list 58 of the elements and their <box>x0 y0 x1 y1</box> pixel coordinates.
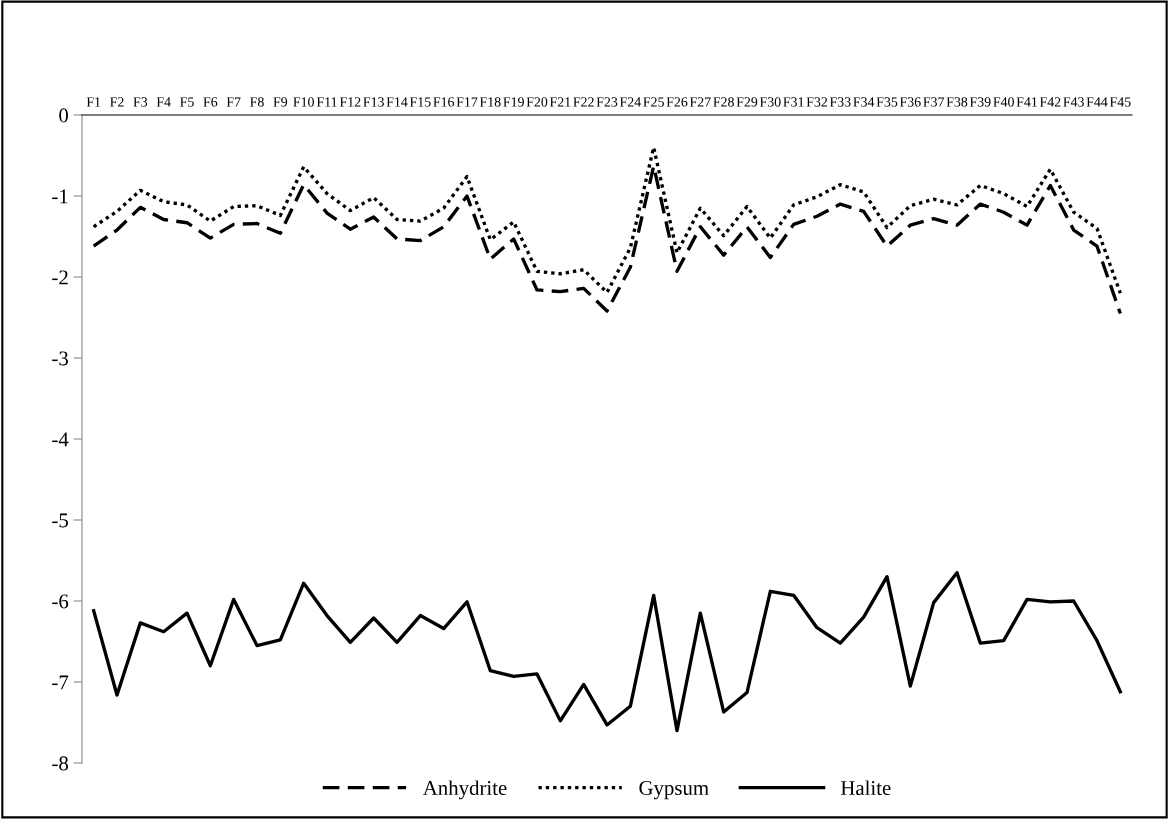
y-tick-label: -3 <box>52 351 68 366</box>
x-tick-label: F33 <box>829 97 851 107</box>
x-tick-label: F24 <box>619 97 641 107</box>
x-tick-label: F42 <box>1039 97 1061 107</box>
x-tick-label: F22 <box>573 97 594 107</box>
x-tick-label: F15 <box>409 97 431 107</box>
x-tick-label: F38 <box>946 97 968 107</box>
x-tick-label: F12 <box>339 97 361 107</box>
legend-label: Gypsum <box>639 781 709 800</box>
x-tick-label: F27 <box>689 97 711 107</box>
x-tick-label: F29 <box>736 97 758 107</box>
x-tick-label: F9 <box>273 97 288 107</box>
x-tick-label: F36 <box>899 97 921 107</box>
x-tick-label: F10 <box>293 97 314 107</box>
legend-label: Halite <box>840 780 891 796</box>
x-tick-label: F43 <box>1063 97 1084 107</box>
x-tick-label: F6 <box>203 97 218 107</box>
y-tick-label: -1 <box>52 189 68 204</box>
x-tick-label: F35 <box>876 97 898 107</box>
y-tick-label: -8 <box>52 756 69 771</box>
x-tick-label: F39 <box>969 97 991 107</box>
line-series <box>92 570 1122 733</box>
x-tick-label: F3 <box>133 97 148 107</box>
x-tick-label: F21 <box>549 97 571 107</box>
x-tick-label: F11 <box>316 97 337 107</box>
x-tick-label: F17 <box>456 97 478 107</box>
x-tick-label: F30 <box>759 97 781 107</box>
x-tick-label: F16 <box>433 97 455 107</box>
y-tick-label: -6 <box>52 594 69 609</box>
x-tick-label: F40 <box>993 97 1014 107</box>
x-tick-label: F13 <box>363 97 384 107</box>
x-tick-label: F7 <box>226 97 241 107</box>
x-tick-label: F1 <box>86 97 101 107</box>
x-tick-label: F14 <box>386 97 408 107</box>
x-tick-label: F26 <box>666 97 688 107</box>
y-tick-label: -4 <box>52 432 69 447</box>
y-tick-label: -2 <box>52 270 68 285</box>
x-tick-label: F8 <box>250 97 264 107</box>
y-tick-label: -7 <box>52 675 69 690</box>
x-tick-label: F25 <box>643 97 664 107</box>
x-tick-label: F2 <box>110 97 124 107</box>
x-tick-label: F20 <box>526 97 548 107</box>
y-tick-label: -5 <box>52 513 68 528</box>
x-tick-label: F5 <box>180 97 194 107</box>
x-tick-label: F37 <box>923 97 945 107</box>
x-tick-label: F34 <box>853 97 875 107</box>
x-tick-label: F23 <box>596 97 618 107</box>
x-tick-label: F18 <box>479 97 501 107</box>
x-tick-label: F32 <box>806 97 828 107</box>
x-tick-label: F41 <box>1016 97 1037 107</box>
x-tick-label: F4 <box>156 97 171 107</box>
x-tick-label: F44 <box>1086 97 1108 107</box>
y-tick-label: 0 <box>59 108 69 123</box>
x-tick-label: F28 <box>713 97 734 107</box>
x-tick-label: F31 <box>783 97 804 107</box>
x-tick-label: F45 <box>1109 97 1131 107</box>
x-tick-label: F19 <box>503 97 524 107</box>
legend-label: Anhydrite <box>422 780 507 800</box>
